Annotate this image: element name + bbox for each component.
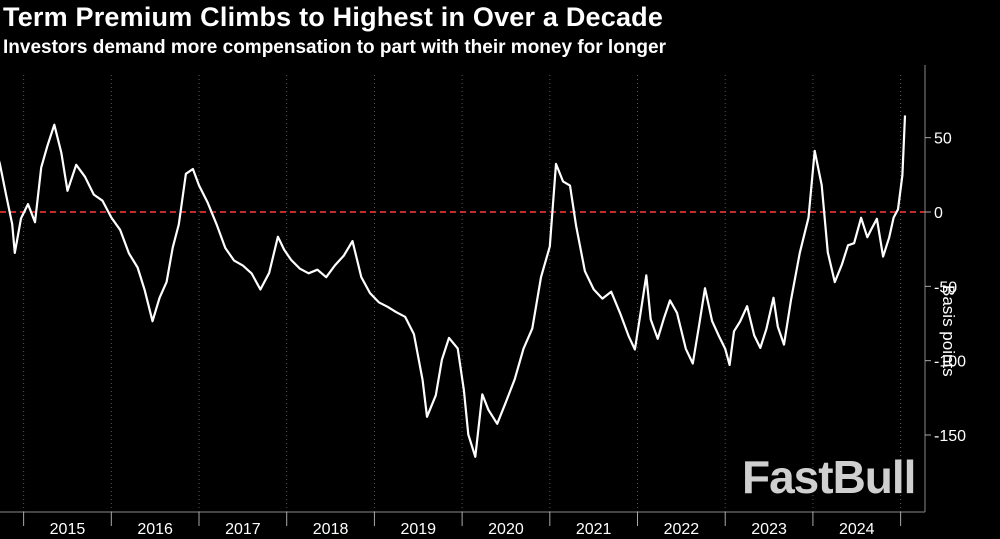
- x-tick-label: 2016: [137, 521, 173, 538]
- x-tick-label: 2020: [488, 521, 524, 538]
- x-tick-label: 2018: [313, 521, 349, 538]
- x-tick-label: 2023: [751, 521, 787, 538]
- y-axis-label: Basis points: [939, 285, 958, 377]
- y-axis: 50 0 -50 -100 -150: [924, 65, 966, 512]
- chart-subtitle: Investors demand more compensation to pa…: [3, 37, 666, 58]
- y-tick-label: -50: [934, 279, 957, 296]
- y-tick-label: 50: [934, 131, 952, 148]
- chart-title: Term Premium Climbs to Highest in Over a…: [3, 2, 664, 32]
- x-tick-label: 2017: [225, 521, 261, 538]
- grid-lines: [23, 75, 902, 512]
- x-tick-label: 2015: [50, 521, 86, 538]
- x-tick-label: 2024: [839, 521, 875, 538]
- x-tick-label: 2019: [400, 521, 436, 538]
- x-tick-label: 2022: [664, 521, 700, 538]
- series-line-0: [0, 115, 907, 458]
- watermark-logo: FastBull: [742, 451, 916, 503]
- y-tick-label: 0: [934, 205, 943, 222]
- x-tick-label: 2021: [576, 521, 612, 538]
- y-tick-label: -150: [934, 428, 966, 445]
- x-axis: 2015 2016 2017 2018 2019 2020 2021 2022 2023 2024: [0, 511, 925, 538]
- series-group: [0, 115, 907, 458]
- y-tick-label: -100: [934, 354, 966, 371]
